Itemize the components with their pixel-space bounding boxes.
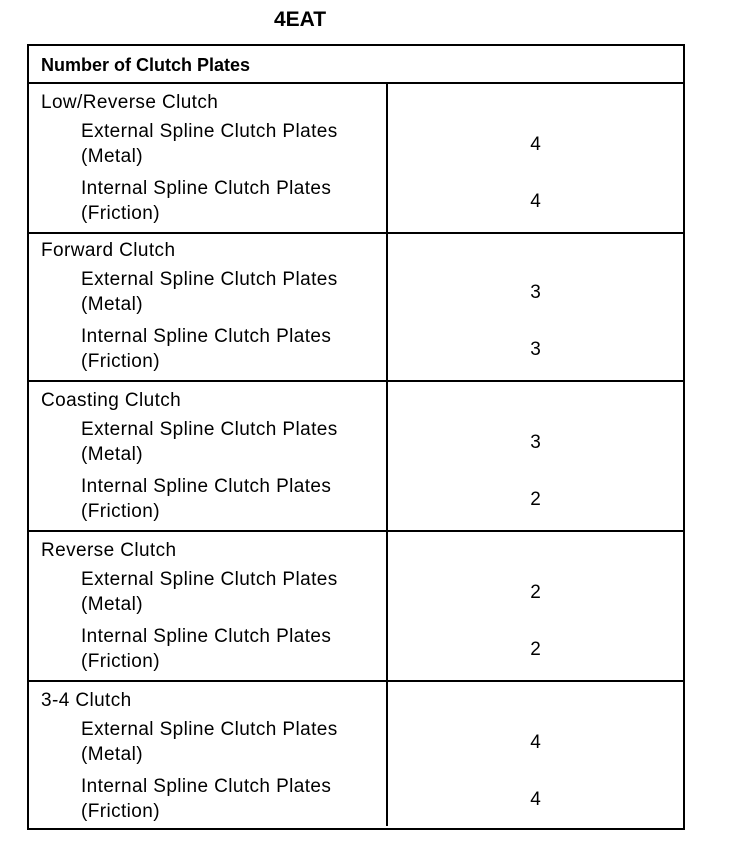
- row-label: Internal Spline Clutch Plates: [81, 476, 332, 497]
- clutch-name: Reverse Clutch: [41, 540, 177, 561]
- plate-count: 4: [530, 732, 541, 753]
- clutch-section: 3-4 Clutch External Spline Clutch Plates (…: [29, 682, 683, 826]
- clutch-section: Reverse Clutch External Spline Clutch Pla…: [29, 532, 683, 682]
- table-header-label: Number of Clutch Plates: [41, 55, 251, 75]
- row-label-material: (Metal): [81, 744, 143, 765]
- row-label: External Spline Clutch Plates: [81, 719, 338, 740]
- row-label: Internal Spline Clutch Plates: [81, 626, 332, 647]
- row-label-material: (Friction): [81, 203, 160, 224]
- document-title: 4EAT: [273, 8, 327, 31]
- plate-count: 4: [530, 134, 541, 155]
- row-label: Internal Spline Clutch Plates: [81, 776, 332, 797]
- column-divider: [386, 232, 388, 380]
- plate-count: 2: [530, 639, 541, 660]
- row-label: External Spline Clutch Plates: [81, 121, 338, 142]
- row-label: Internal Spline Clutch Plates: [81, 178, 332, 199]
- row-label-material: (Metal): [81, 294, 143, 315]
- plate-count: 3: [530, 282, 541, 303]
- clutch-name: Coasting Clutch: [41, 390, 182, 411]
- column-divider: [386, 682, 388, 826]
- row-label-material: (Friction): [81, 801, 160, 822]
- row-label: External Spline Clutch Plates: [81, 569, 338, 590]
- row-label: External Spline Clutch Plates: [81, 269, 338, 290]
- column-divider: [386, 532, 388, 680]
- row-label-material: (Friction): [81, 501, 160, 522]
- plate-count: 4: [530, 789, 541, 810]
- plate-count: 3: [530, 432, 541, 453]
- row-label-material: (Friction): [81, 651, 160, 672]
- clutch-name: Forward Clutch: [41, 240, 176, 261]
- column-divider: [386, 382, 388, 530]
- plate-count: 2: [530, 582, 541, 603]
- row-label-material: (Metal): [81, 146, 143, 167]
- row-label-material: (Metal): [81, 594, 143, 615]
- clutch-name: Low/Reverse Clutch: [41, 92, 219, 113]
- clutch-section: Coasting Clutch External Spline Clutch Pl…: [29, 382, 683, 532]
- table-header: Number of Clutch Plates: [29, 46, 683, 84]
- plate-count: 4: [530, 191, 541, 212]
- row-label-material: (Friction): [81, 351, 160, 372]
- plate-count: 3: [530, 339, 541, 360]
- clutch-section: Low/Reverse Clutch External Spline Clutch…: [29, 84, 683, 234]
- plate-count: 2: [530, 489, 541, 510]
- column-divider: [386, 84, 388, 232]
- clutch-section: Forward Clutch External Spline Clutch Pla…: [29, 232, 683, 382]
- row-label-material: (Metal): [81, 444, 143, 465]
- clutch-name: 3-4 Clutch: [41, 690, 132, 711]
- row-label: External Spline Clutch Plates: [81, 419, 338, 440]
- row-label: Internal Spline Clutch Plates: [81, 326, 332, 347]
- clutch-plates-table: Number of Clutch Plates Low/Reverse Clut…: [27, 44, 685, 830]
